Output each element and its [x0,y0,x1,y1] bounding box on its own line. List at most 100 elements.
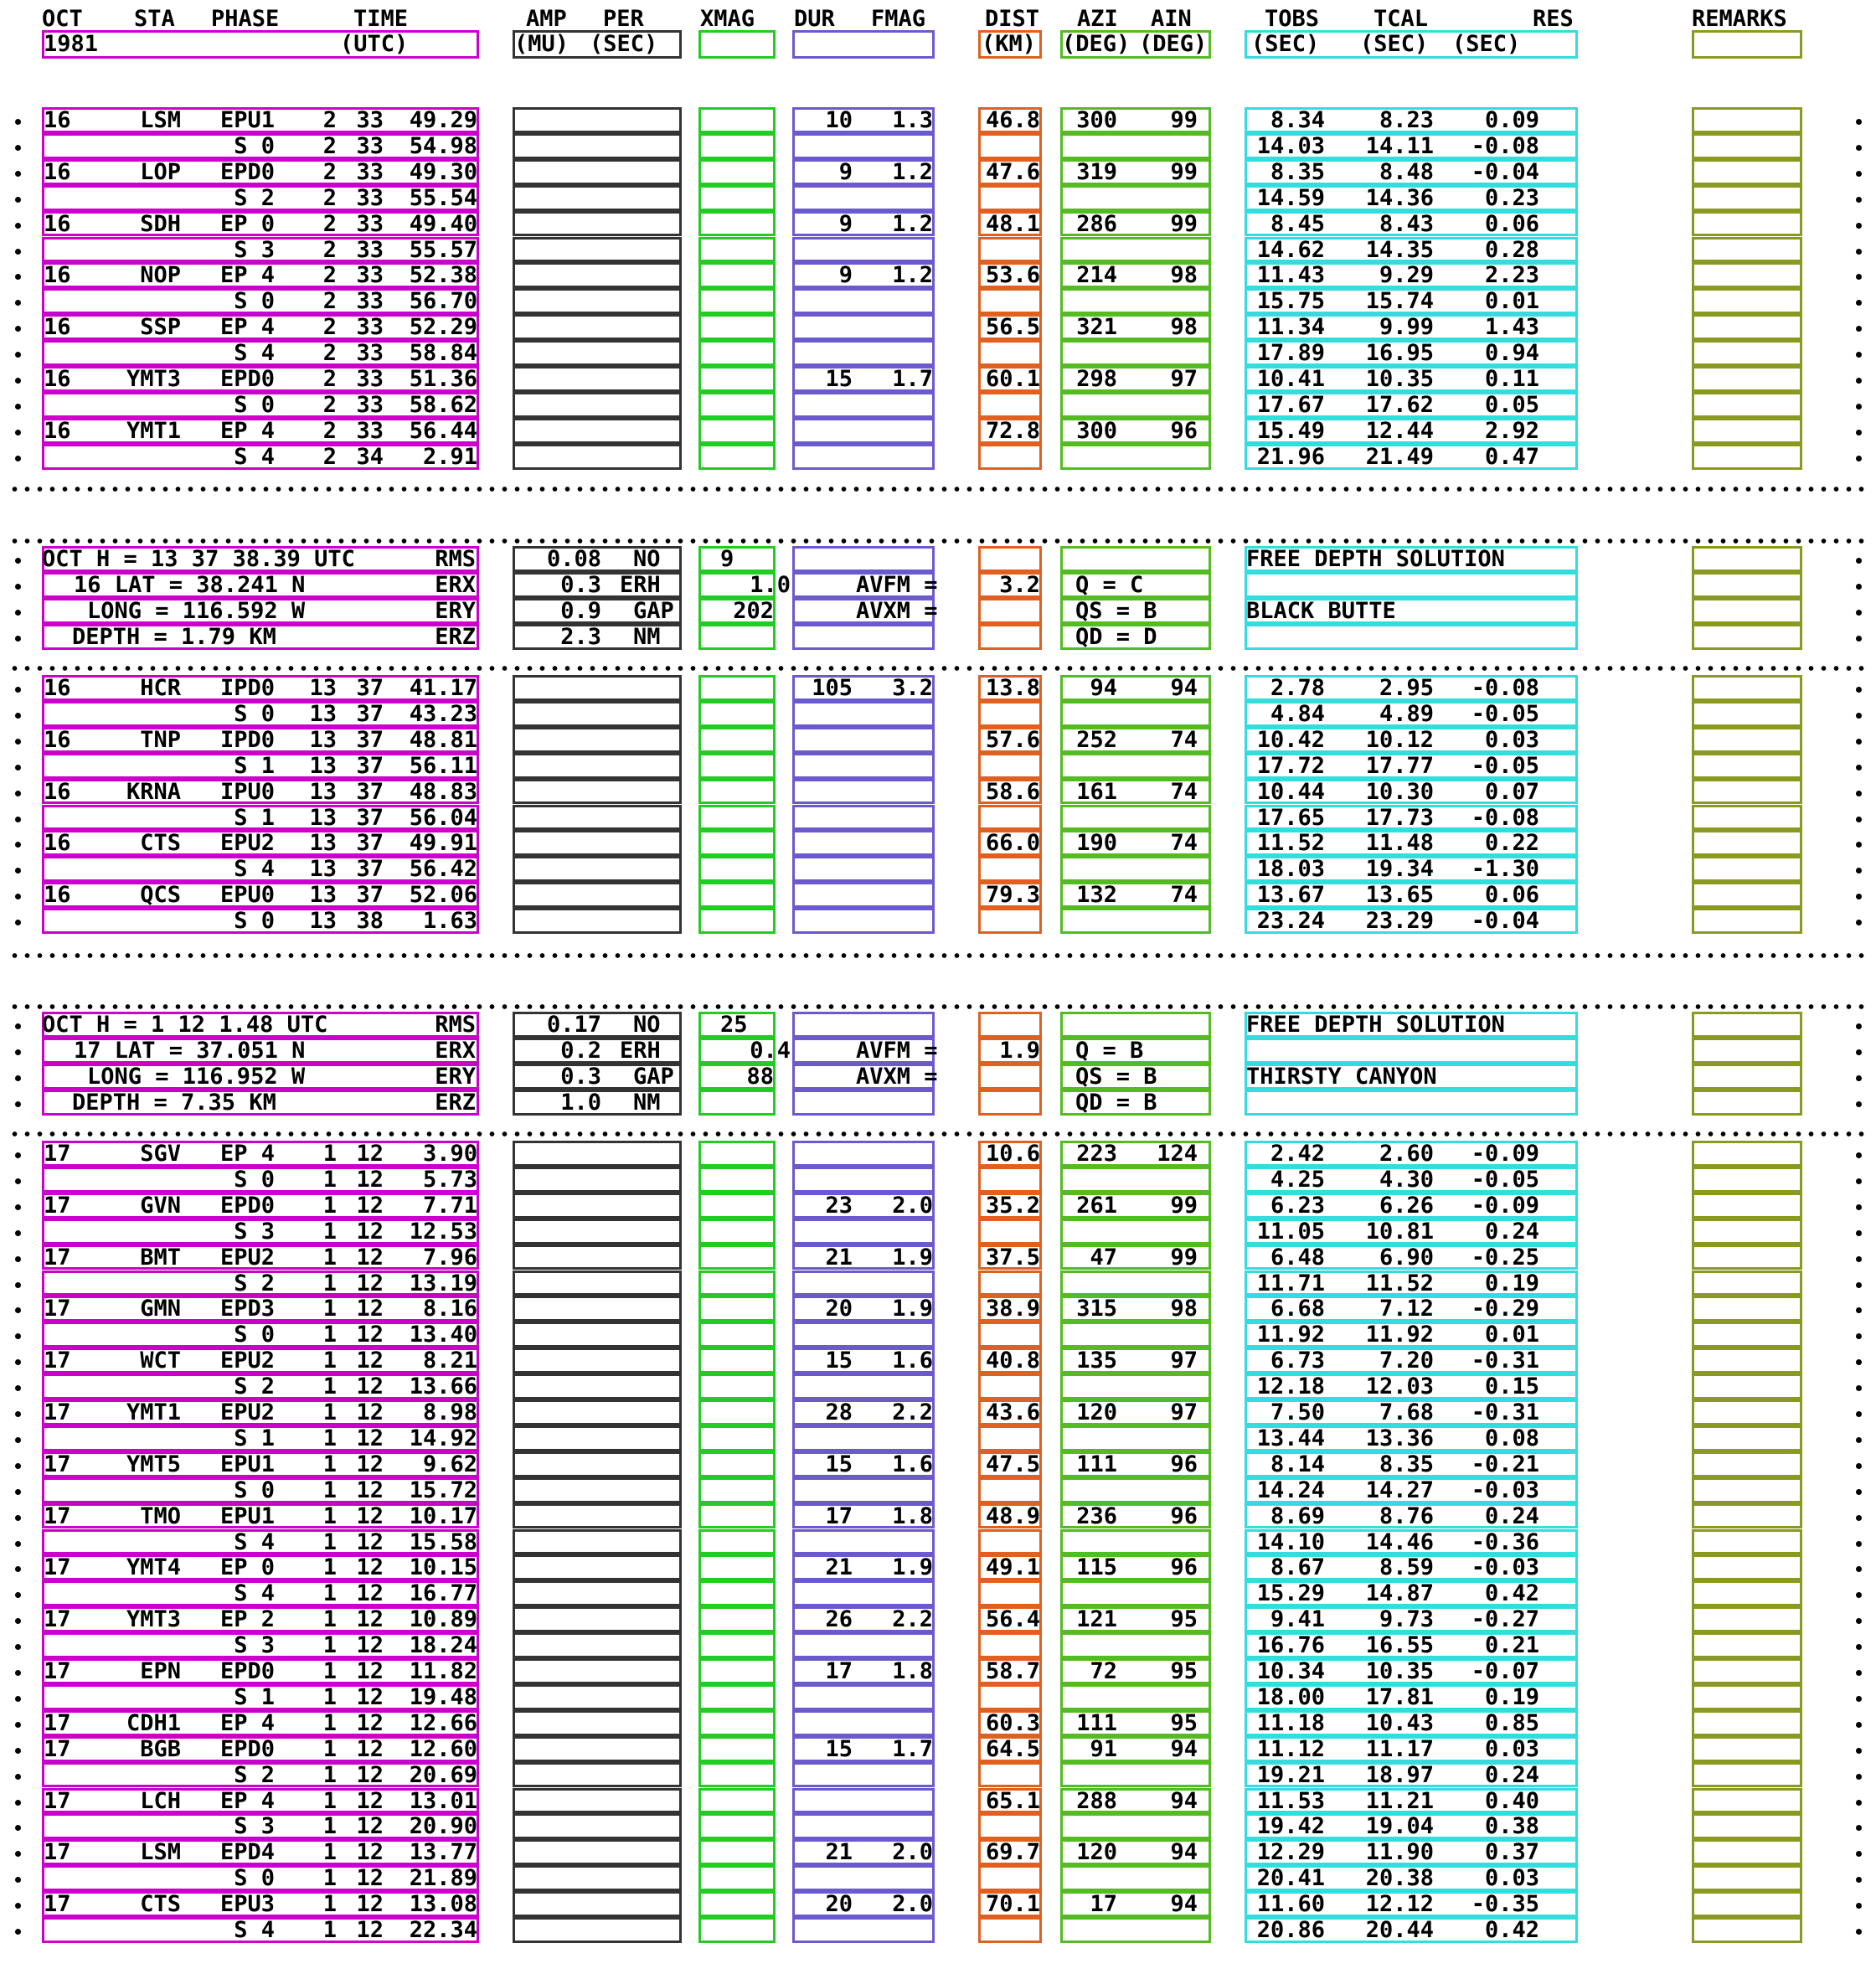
summary-erh-label: ERH [620,572,661,598]
table-cell-tobs: 11.34 [1256,314,1325,341]
summary-erz-label: ERZ [435,624,476,650]
table-cell-seconds: 8.98 [422,1399,477,1425]
row-box-xmag [698,1477,776,1503]
summary-avfm: 1.9 [999,1038,1040,1064]
row-box-amp [513,1296,682,1322]
row-box-phase [42,752,479,779]
separator-dots [8,952,1868,959]
table-cell-seconds: 54.98 [409,132,477,159]
row-box-dist [978,752,1042,779]
row-box-amp [513,1477,682,1503]
row-box-dist [978,804,1042,831]
margin-dot [1856,558,1862,564]
summary-box [1245,1064,1578,1090]
table-cell-ain: 94 [1170,675,1198,701]
table-cell-residual: 0.24 [1484,1502,1539,1529]
summary-box [1692,1012,1802,1038]
table-cell-residual: 0.22 [1484,830,1539,857]
row-box-dist [978,882,1042,909]
table-cell-ain: 74 [1170,726,1198,753]
summary-box [792,624,935,650]
table-cell-day: 16 [44,726,71,753]
table-cell-seconds: 13.01 [409,1787,477,1814]
table-cell-day: 16 [44,314,71,341]
row-box-remarks [1692,1270,1802,1296]
margin-dot [15,894,21,900]
table-cell-seconds: 51.36 [409,366,477,392]
table-cell-seconds: 49.40 [409,210,477,237]
col-time-unit: (UTC) [340,31,409,57]
row-box-times [1245,210,1578,237]
row-box-xmag [698,1787,776,1814]
row-box-fmag [792,132,935,159]
row-box-remarks [1692,1735,1802,1762]
row-box-dist [978,262,1042,289]
table-cell-residual: -0.04 [1471,908,1539,935]
summary-gap-label: GAP [633,598,674,624]
table-cell-seconds: 8.21 [422,1348,477,1374]
row-box-fmag [792,314,935,341]
table-cell-tcal: 17.77 [1365,752,1434,779]
margin-dot [1856,196,1862,203]
summary-box-stats [513,1064,682,1090]
summary-origin-time: OCT H = 1 12 1.48 UTC [42,1012,328,1038]
margin-dot [15,1799,21,1806]
table-cell-residual: -0.05 [1471,1166,1539,1193]
row-box-xmag [698,158,776,185]
row-box-amp [513,1528,682,1555]
table-cell-tcal: 14.11 [1365,132,1434,159]
margin-dot [15,712,21,719]
row-box-amp [513,184,682,211]
margin-dot [15,1592,21,1599]
table-cell-residual: -0.31 [1471,1348,1539,1374]
row-box-remarks [1692,1787,1802,1814]
table-cell-minute: 33 [356,107,384,133]
row-box-azi [1060,340,1211,366]
row-box-amp [513,1451,682,1477]
table-cell-tcal: 19.34 [1365,856,1434,883]
table-cell-station: YMT3 [126,366,181,392]
table-cell-residual: 0.08 [1484,1425,1539,1451]
row-box-xmag [698,1683,776,1710]
table-cell-ain: 97 [1170,366,1198,392]
margin-dot [1856,1411,1862,1417]
table-cell-minute: 33 [356,184,384,211]
row-box-fmag [792,1632,935,1658]
row-box-phase [42,262,479,289]
row-box-azi [1060,184,1211,211]
table-cell-phase: S 0 [234,391,275,418]
row-box-dist [978,700,1042,727]
col-tobs-unit: (SEC) [1251,31,1320,57]
row-box-amp [513,908,682,934]
row-box-remarks [1692,1554,1802,1581]
row-box-azi [1060,675,1211,701]
row-box-times [1245,236,1578,263]
margin-dot [1856,1307,1862,1314]
row-box-phase [42,340,479,366]
table-cell-tcal: 23.29 [1365,908,1434,935]
margin-dot [15,1229,21,1236]
row-box-xmag [698,1813,776,1840]
summary-erz: 2.3 [560,624,601,650]
table-cell-tobs: 17.67 [1256,391,1325,418]
margin-dot [1856,584,1862,590]
row-box-phase [42,830,479,857]
col-sta: STA [134,6,175,32]
margin-dot [1856,1075,1862,1081]
row-box-xmag [698,908,776,934]
row-box-amp [513,1322,682,1348]
margin-dot [1856,1851,1862,1858]
table-cell-seconds: 13.08 [409,1891,477,1918]
row-box-dist [978,391,1042,418]
row-box-xmag [698,1270,776,1296]
table-cell-residual: 0.15 [1484,1374,1539,1400]
row-box-phase [42,314,479,341]
table-cell-residual: -0.09 [1471,1141,1539,1167]
margin-dot [1856,1566,1862,1573]
row-box-azi [1060,366,1211,392]
table-cell-minute: 37 [356,726,384,753]
summary-box [1060,624,1211,650]
row-box-phase [42,288,479,315]
table-cell-phase: S 4 [234,443,275,470]
col-tcal-unit: (SEC) [1360,31,1429,57]
